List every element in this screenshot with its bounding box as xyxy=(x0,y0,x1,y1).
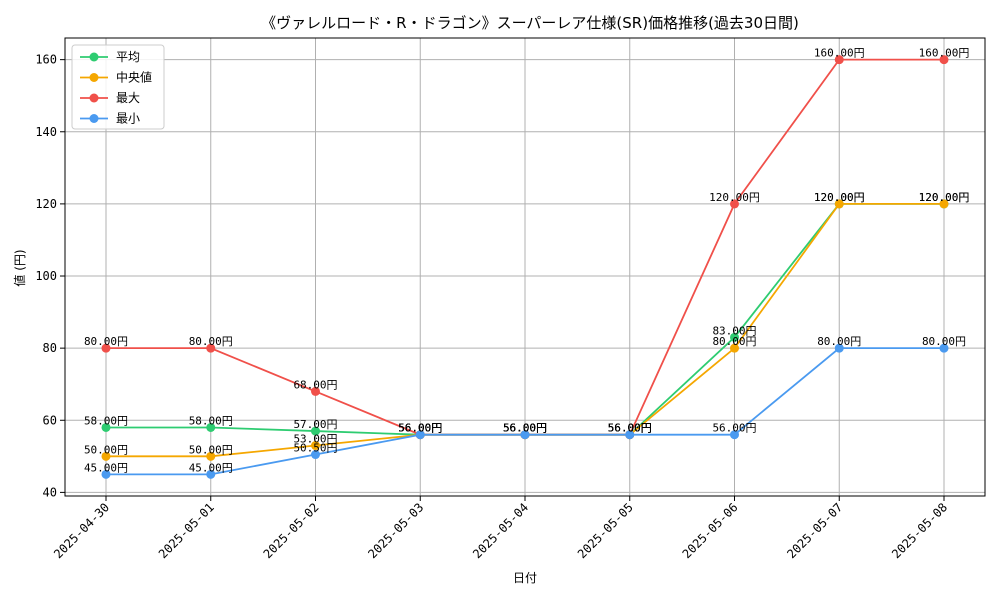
data-label: 57.00円 xyxy=(293,418,337,431)
legend-label: 中央値 xyxy=(116,70,152,85)
data-label: 83.00円 xyxy=(712,324,756,337)
x-tick-label: 2025-05-05 xyxy=(575,500,636,561)
data-label: 80.00円 xyxy=(712,335,756,348)
data-label: 56.00円 xyxy=(608,422,652,435)
data-label: 80.00円 xyxy=(922,335,966,348)
series-marker xyxy=(101,343,111,353)
y-axis-label: 値 (円) xyxy=(12,249,27,286)
series-marker xyxy=(311,386,320,396)
data-label: 58.00円 xyxy=(84,414,128,427)
series-marker xyxy=(730,199,739,209)
series-marker xyxy=(101,422,111,432)
legend-label: 最小 xyxy=(116,112,140,126)
data-label: 56.00円 xyxy=(608,422,652,435)
series-marker xyxy=(939,55,949,65)
y-tick-label: 140 xyxy=(35,125,57,139)
series-marker xyxy=(311,426,320,436)
data-label: 56.00円 xyxy=(712,422,756,435)
legend-box xyxy=(71,44,165,130)
data-label: 160.00円 xyxy=(919,47,970,60)
series-marker xyxy=(834,199,844,209)
x-tick-label: 2025-05-07 xyxy=(784,500,845,561)
legend-label: 平均 xyxy=(116,50,140,64)
chart-title: 《ヴァレルロード・R・ドラゴン》スーパーレア仕様(SR)価格推移(過去30日間) xyxy=(261,14,799,32)
data-label: 80.00円 xyxy=(817,335,861,348)
y-tick-label: 40 xyxy=(43,485,57,499)
series-marker xyxy=(939,199,949,209)
x-axis-label: 日付 xyxy=(513,571,537,585)
data-label: 45.00円 xyxy=(189,461,233,474)
series-marker xyxy=(730,343,739,353)
series-marker xyxy=(101,451,111,461)
data-label: 120.00円 xyxy=(814,191,865,204)
data-label: 56.00円 xyxy=(503,422,547,435)
data-label: 80.00円 xyxy=(84,335,128,348)
data-label: 120.00円 xyxy=(814,191,865,204)
x-tick-label: 2025-05-03 xyxy=(365,500,426,561)
series-marker xyxy=(206,343,216,353)
data-label: 50.50円 xyxy=(293,442,337,455)
data-label: 45.00円 xyxy=(84,461,128,474)
series-marker xyxy=(311,441,320,451)
series-marker xyxy=(206,422,216,432)
y-tick-label: 160 xyxy=(35,53,57,67)
data-label: 56.00円 xyxy=(398,422,442,435)
series-marker xyxy=(206,451,216,461)
y-tick-label: 120 xyxy=(35,197,57,211)
series-marker xyxy=(206,469,216,479)
data-label: 56.00円 xyxy=(503,422,547,435)
data-label: 160.00円 xyxy=(814,47,865,60)
data-label: 56.00円 xyxy=(398,422,442,435)
data-label: 56.00円 xyxy=(398,422,442,435)
series-marker xyxy=(834,55,844,65)
legend-marker xyxy=(89,114,99,123)
x-tick-label: 2025-05-08 xyxy=(889,500,950,561)
series-marker xyxy=(730,430,739,440)
data-label: 120.00円 xyxy=(919,191,970,204)
series-marker xyxy=(625,430,635,440)
data-label: 56.00円 xyxy=(398,422,442,435)
data-label: 56.00円 xyxy=(503,422,547,435)
data-label: 50.00円 xyxy=(84,443,128,456)
data-label: 120.00円 xyxy=(919,191,970,204)
y-tick-label: 60 xyxy=(43,413,57,427)
series-marker xyxy=(939,343,949,353)
legend-marker xyxy=(89,52,99,62)
legend-marker xyxy=(89,93,99,103)
series-marker xyxy=(834,343,844,353)
legend-marker xyxy=(89,73,99,82)
data-label: 58.00円 xyxy=(189,414,233,427)
data-label: 120.00円 xyxy=(709,191,760,204)
x-tick-label: 2025-05-06 xyxy=(680,500,741,561)
series-marker xyxy=(415,430,425,440)
series-group xyxy=(101,55,949,479)
data-label: 56.00円 xyxy=(608,422,652,435)
y-tick-label: 100 xyxy=(35,269,57,283)
x-tick-label: 2025-04-30 xyxy=(51,500,112,561)
x-tick-label: 2025-05-04 xyxy=(470,500,531,561)
series-marker xyxy=(101,469,111,479)
x-tick-label: 2025-05-01 xyxy=(156,500,217,561)
data-label: 53.00円 xyxy=(293,433,337,446)
x-tick-label: 2025-05-02 xyxy=(261,500,322,561)
y-tick-label: 80 xyxy=(43,341,57,355)
data-label: 80.00円 xyxy=(189,335,233,348)
data-label: 68.00円 xyxy=(293,378,337,391)
series-marker xyxy=(730,332,739,342)
legend-label: 最大 xyxy=(116,91,140,105)
data-label: 56.00円 xyxy=(503,422,547,435)
data-labels: 58.00円 58.00円 57.00円 56.00円 56.00円 56.00円 83.0… xyxy=(84,47,969,475)
series-marker xyxy=(520,430,530,440)
series-marker xyxy=(311,450,320,460)
data-label: 50.00円 xyxy=(189,443,233,456)
axes: 2025-04-30 2025-05-01 2025-05-02 2025-05-03… xyxy=(35,53,950,562)
data-label: 56.00円 xyxy=(608,422,652,435)
grid xyxy=(65,38,985,496)
